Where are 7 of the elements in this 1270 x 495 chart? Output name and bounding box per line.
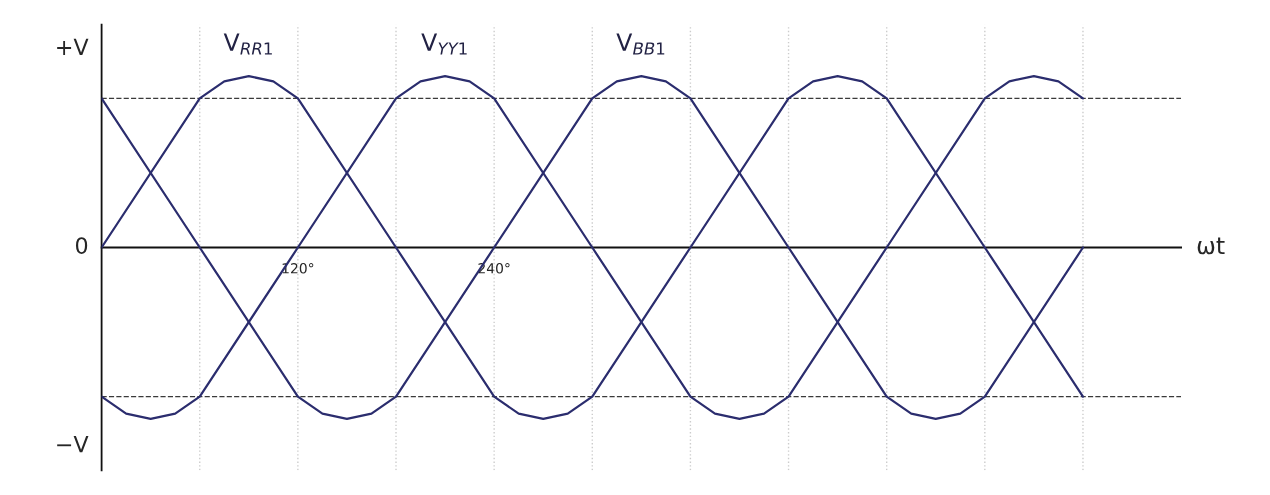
- x-axis-title: ωt: [1197, 237, 1225, 255]
- series-label: V$_{BB1}$: [616, 33, 665, 55]
- text: −V: [57, 436, 89, 453]
- text: 0: [75, 237, 88, 254]
- series-label: V$_{RR1}$: [223, 33, 272, 55]
- series-label: V$_{YY1}$: [421, 33, 467, 55]
- text: +V: [57, 38, 89, 55]
